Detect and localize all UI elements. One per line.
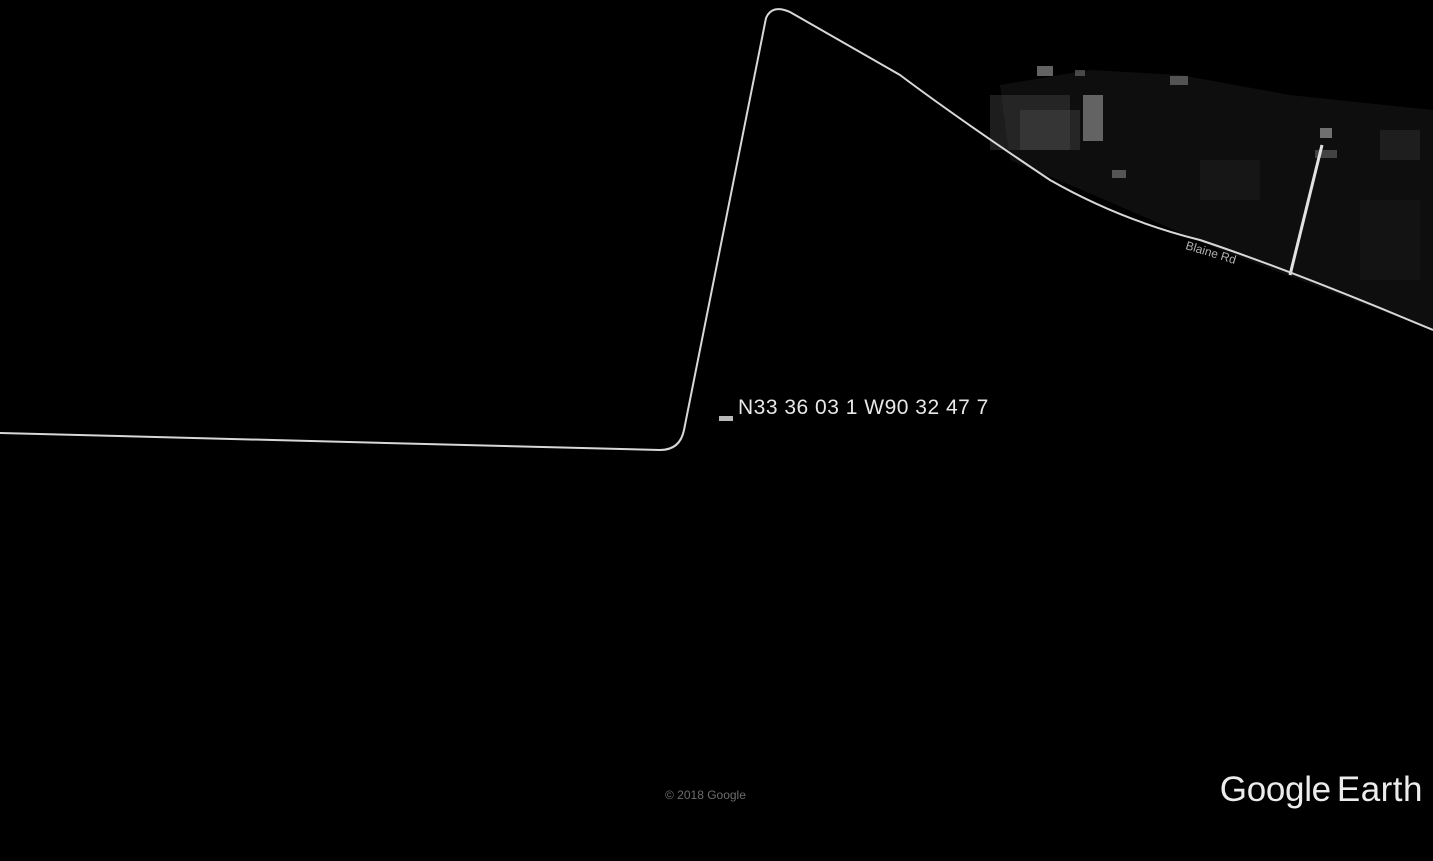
copyright-notice: © 2018 Google (665, 788, 746, 802)
pin-marker-icon[interactable] (719, 416, 733, 421)
brand-earth-text: Earth (1336, 770, 1423, 809)
property-boundary-line (0, 8, 1433, 452)
driveway-line (1288, 144, 1324, 276)
google-earth-logo: Google Earth (1220, 770, 1423, 810)
coordinates-label: N33 36 03 1 W90 32 47 7 (738, 396, 989, 419)
terrain-texture (990, 66, 1433, 330)
brand-google-text: Google (1219, 770, 1331, 809)
